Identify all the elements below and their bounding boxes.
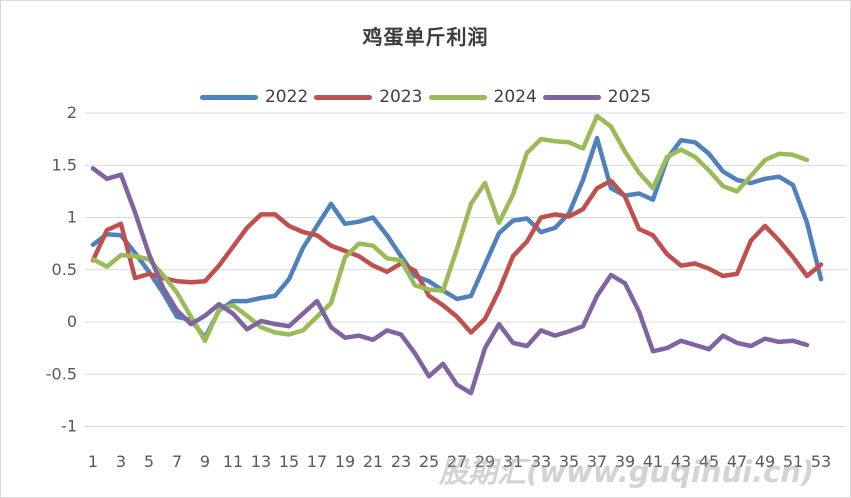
legend-swatch-2025 — [542, 94, 601, 100]
chart-legend: 2022 2023 2024 2025 — [1, 87, 850, 107]
x-axis-tick-label: 33 — [531, 452, 551, 471]
y-axis-tick-label: 1 — [67, 208, 77, 227]
x-axis-tick-label: 51 — [783, 452, 803, 471]
series-line-2023 — [90, 178, 824, 335]
y-axis-tick-label: 1.5 — [52, 155, 77, 174]
x-axis-tick-label: 47 — [727, 452, 747, 471]
legend-label-2024: 2024 — [493, 87, 537, 107]
x-axis-tick-label: 39 — [615, 452, 635, 471]
x-axis-tick-label: 23 — [391, 452, 411, 471]
watermark: 股期汇(www.guqihui.cn) — [439, 455, 815, 489]
x-axis-tick-label: 43 — [671, 452, 691, 471]
x-axis-tick-label: 9 — [200, 452, 210, 471]
y-axis-tick-label: 2 — [67, 103, 77, 122]
legend-item-2025: 2025 — [542, 87, 652, 107]
chart-title: 鸡蛋单斤利润 — [362, 25, 489, 49]
x-axis-tick-label: 5 — [144, 452, 154, 471]
x-axis-tick-label: 41 — [643, 452, 663, 471]
legend-swatch-2024 — [428, 94, 487, 100]
x-axis-tick-label: 37 — [587, 452, 607, 471]
legend-swatch-2022 — [199, 94, 258, 100]
y-axis-tick-label: -0.5 — [46, 364, 77, 383]
x-axis-tick-label: 29 — [475, 452, 495, 471]
x-axis-tick-label: 25 — [419, 452, 439, 471]
x-axis-tick-label: 35 — [559, 452, 579, 471]
x-axis-tick-label: 49 — [755, 452, 775, 471]
y-axis-tick-label: -1 — [61, 417, 77, 436]
x-axis-tick-label: 7 — [172, 452, 182, 471]
x-axis-tick-label: 17 — [307, 452, 327, 471]
series-line-2025 — [90, 166, 810, 396]
x-axis-tick-label: 1 — [88, 452, 98, 471]
legend-label-2022: 2022 — [264, 87, 309, 107]
x-axis-tick-label: 13 — [251, 452, 271, 471]
x-axis-tick-label: 21 — [363, 452, 383, 471]
legend-label-2023: 2023 — [379, 87, 423, 107]
y-axis-tick-label: 0 — [67, 312, 77, 331]
series-line-2024 — [90, 113, 810, 344]
y-axis-tick-label: 0.5 — [52, 260, 77, 279]
x-axis-tick-label: 27 — [447, 452, 467, 471]
x-axis-tick-label: 19 — [335, 452, 355, 471]
x-axis-tick-label: 45 — [699, 452, 719, 471]
x-axis-tick-label: 3 — [116, 452, 126, 471]
legend-item-2023: 2023 — [314, 87, 423, 107]
x-axis-tick-label: 53 — [811, 452, 831, 471]
legend-swatch-2023 — [314, 94, 373, 100]
x-axis-tick-label: 11 — [223, 452, 243, 471]
legend-item-2022: 2022 — [199, 87, 309, 107]
x-axis-tick-label: 31 — [503, 452, 523, 471]
x-axis-tick-label: 15 — [279, 452, 299, 471]
legend-item-2024: 2024 — [428, 87, 537, 107]
series-line-2022 — [90, 135, 824, 340]
legend-label-2025: 2025 — [607, 87, 652, 107]
